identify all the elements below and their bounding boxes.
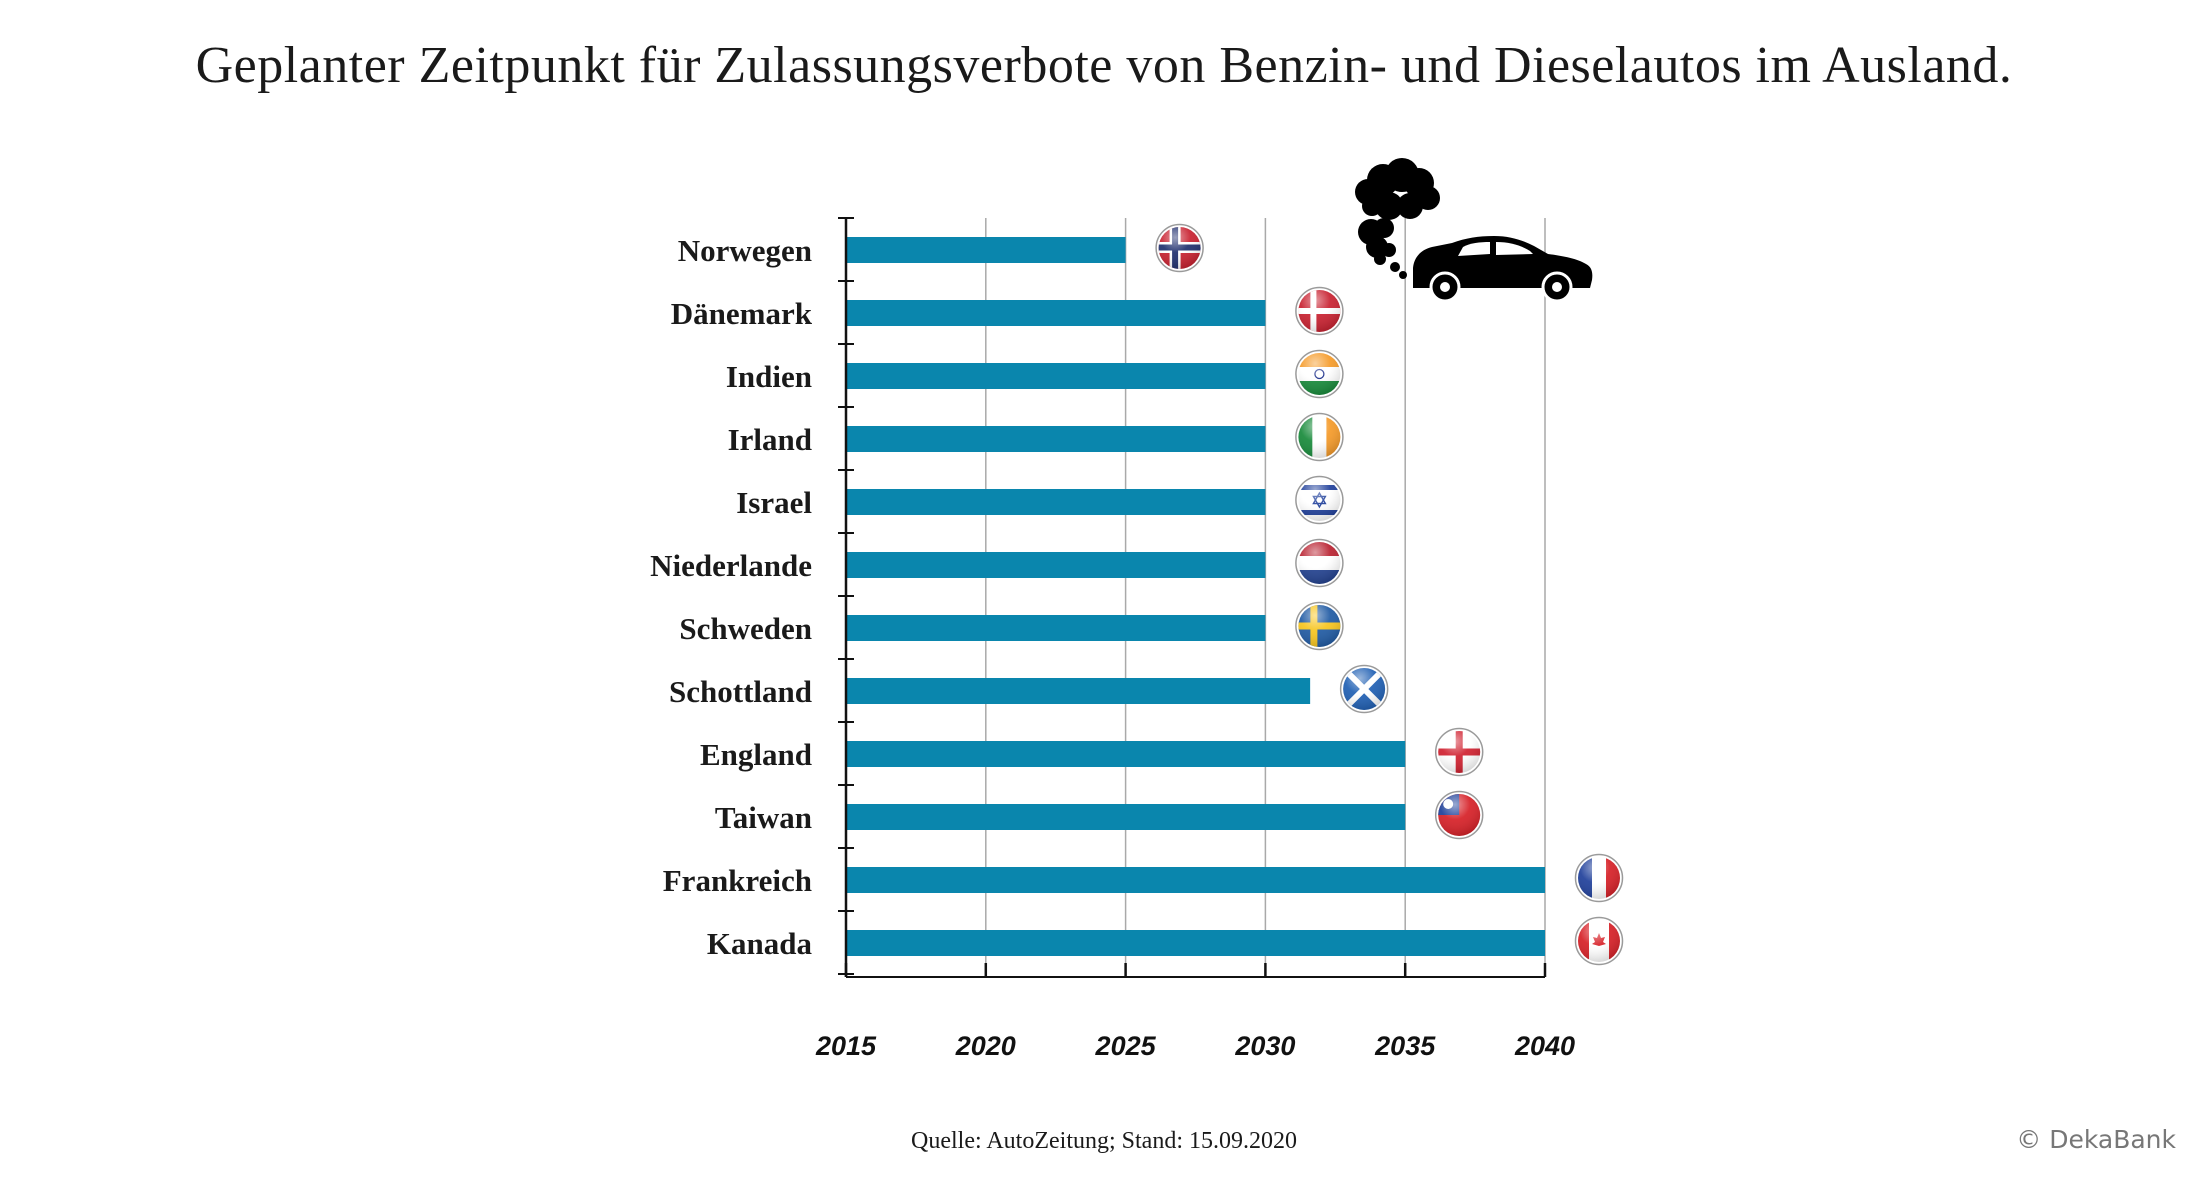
ireland-flag-icon <box>1295 412 1344 462</box>
india-flag-icon <box>1295 349 1344 399</box>
bar-2 <box>846 363 1266 389</box>
england-flag-icon <box>1434 727 1484 777</box>
bar-7 <box>846 678 1311 704</box>
bar-4 <box>846 489 1266 515</box>
bar-9 <box>846 804 1406 830</box>
bar-3 <box>846 426 1266 452</box>
taiwan-flag-icon <box>1434 790 1484 840</box>
gridlines <box>985 218 1546 977</box>
axes <box>838 217 1547 978</box>
bar-11 <box>846 930 1545 956</box>
netherlands-flag-icon <box>1295 538 1344 588</box>
norway-flag-icon <box>1155 223 1204 273</box>
bar-6 <box>846 615 1266 641</box>
category-label-2: Indien <box>726 359 812 394</box>
bar-5 <box>846 552 1266 578</box>
bar-0 <box>846 237 1126 263</box>
category-label-11: Kanada <box>707 926 813 961</box>
category-labels: Norwegen Dänemark Indien Irland Israel Nieder… <box>650 233 813 961</box>
category-label-0: Norwegen <box>678 233 812 268</box>
category-label-8: England <box>700 737 812 772</box>
category-label-3: Irland <box>728 422 812 457</box>
chart-title: Geplanter Zeitpunkt für Zulassungsverbot… <box>195 37 2013 94</box>
category-label-10: Frankreich <box>663 863 812 898</box>
x-tick-label-2025: 2025 <box>1095 1031 1157 1061</box>
category-label-1: Dänemark <box>671 296 813 331</box>
x-tick-label-2020: 2020 <box>955 1031 1016 1061</box>
x-tick-label-2015: 2015 <box>815 1031 877 1061</box>
category-label-6: Schweden <box>679 611 812 646</box>
x-tick-label-2035: 2035 <box>1374 1031 1436 1061</box>
flags <box>1155 223 1624 966</box>
canada-flag-icon <box>1574 916 1624 966</box>
x-tick-label-2030: 2030 <box>1234 1031 1295 1061</box>
israel-flag-icon <box>1295 475 1344 525</box>
source-note: Quelle: AutoZeitung; Stand: 15.09.2020 <box>911 1128 1297 1154</box>
x-tick-labels: 2015 2020 2025 2030 2035 2040 <box>815 1031 1575 1061</box>
x-tick-label-2040: 2040 <box>1514 1031 1575 1061</box>
category-label-5: Niederlande <box>650 548 812 583</box>
france-flag-icon <box>1574 853 1624 903</box>
category-label-4: Israel <box>736 485 812 520</box>
copyright-note: © DekaBank <box>2016 1125 2176 1154</box>
bars <box>846 237 1545 956</box>
bar-8 <box>846 741 1406 767</box>
sweden-flag-icon <box>1295 601 1344 651</box>
scotland-flag-icon <box>1339 664 1389 714</box>
bar-1 <box>846 300 1266 326</box>
category-label-9: Taiwan <box>715 800 812 835</box>
category-label-7: Schottland <box>669 674 812 709</box>
bar-10 <box>846 867 1545 893</box>
polluting-car-icon <box>1355 158 1593 303</box>
denmark-flag-icon <box>1295 286 1344 336</box>
